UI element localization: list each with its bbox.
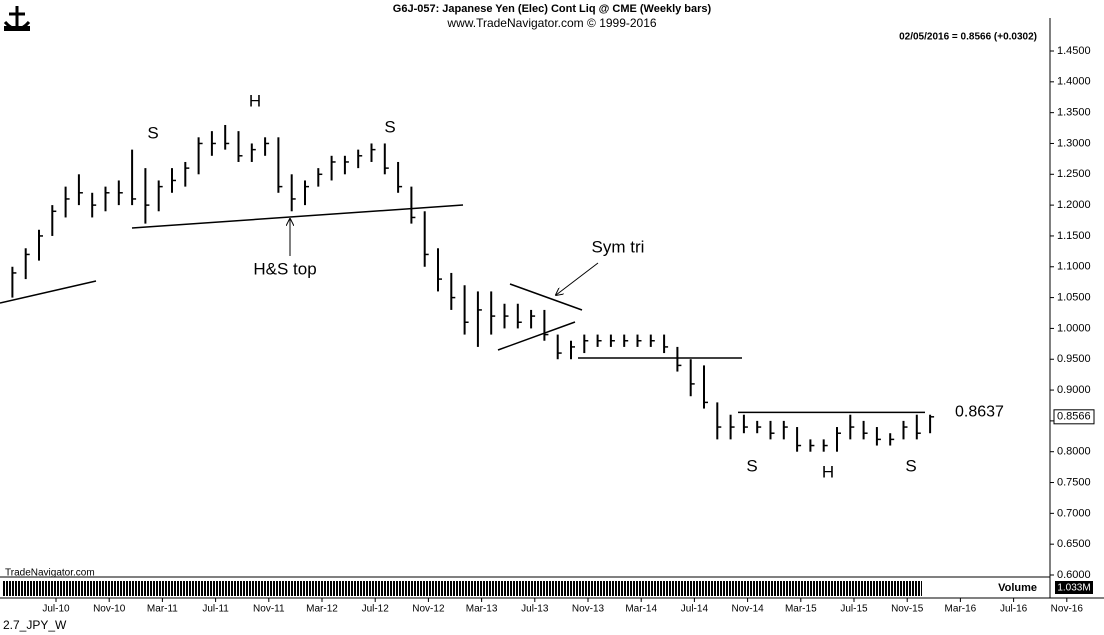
annotation: S	[746, 456, 757, 475]
y-tick-label: 1.3000	[1057, 137, 1091, 149]
x-tick-label: Mar-16	[945, 604, 977, 615]
y-tick-label: 1.0500	[1057, 291, 1091, 303]
annotation: H	[249, 91, 261, 110]
annotation: H&S top	[253, 259, 316, 278]
x-tick-label: Jul-10	[42, 604, 70, 615]
x-tick-label: Jul-14	[681, 604, 709, 615]
y-tick-label: 0.8000	[1057, 446, 1091, 458]
logo	[3, 6, 31, 31]
y-tick-label: 1.2000	[1057, 199, 1091, 211]
volume-label: Volume	[998, 582, 1037, 594]
x-tick-label: Jul-16	[1000, 604, 1028, 615]
y-tick-label: 0.9500	[1057, 353, 1091, 365]
x-tick-label: Jul-13	[521, 604, 549, 615]
y-tick-label: 1.2500	[1057, 168, 1091, 180]
last-price-box	[1053, 409, 1095, 425]
y-tick-label: 1.0000	[1057, 322, 1091, 334]
volume-scale: 1.033M	[1057, 583, 1090, 594]
x-tick-label: Nov-13	[572, 604, 605, 615]
volume-bars	[2, 581, 922, 596]
y-tick-label: 1.1500	[1057, 230, 1091, 242]
x-tick-label: Nov-16	[1051, 604, 1084, 615]
annotation: S	[147, 123, 158, 142]
x-tick-label: Nov-14	[731, 604, 764, 615]
x-tick-label: Jul-11	[202, 604, 229, 615]
resistance-label: 0.8637	[955, 404, 1004, 421]
footer: 2.7_JPY_W	[3, 618, 67, 632]
annotation: H	[822, 462, 834, 481]
annotation: Sym tri	[592, 237, 645, 256]
y-tick-label: 1.1000	[1057, 261, 1091, 273]
x-tick-label: Mar-11	[147, 604, 178, 615]
chart-title: G6J-057: Japanese Yen (Elec) Cont Liq @ …	[393, 3, 712, 15]
x-tick-label: Mar-12	[306, 604, 338, 615]
y-tick-label: 0.6000	[1057, 569, 1091, 581]
x-tick-label: Nov-11	[253, 604, 285, 615]
x-tick-label: Nov-12	[412, 604, 445, 615]
y-tick-label: 0.7000	[1057, 507, 1091, 519]
y-tick-label: 0.9000	[1057, 384, 1091, 396]
annotation: S	[384, 117, 395, 136]
y-tick-label: 1.3500	[1057, 107, 1091, 119]
x-tick-label: Nov-10	[93, 604, 126, 615]
last-price-label: 0.8566	[1057, 411, 1091, 423]
y-tick-label: 0.7500	[1057, 476, 1091, 488]
y-tick-label: 1.4000	[1057, 76, 1091, 88]
watermark: TradeNavigator.com	[5, 568, 95, 579]
y-tick-label: 1.4500	[1057, 45, 1091, 57]
x-tick-label: Jul-12	[362, 604, 390, 615]
y-tick-label: 0.6500	[1057, 538, 1091, 550]
trend-lines	[0, 204, 742, 359]
last-quote: 02/05/2016 = 0.8566 (+0.0302)	[899, 32, 1037, 43]
x-tick-label: Jul-15	[840, 604, 868, 615]
annotation: S	[905, 456, 916, 475]
x-tick-label: Mar-14	[625, 604, 657, 615]
x-tick-label: Nov-15	[891, 604, 924, 615]
x-tick-label: Mar-13	[466, 604, 498, 615]
volume-scale-box	[1055, 581, 1093, 594]
chart-subtitle: www.TradeNavigator.com © 1999-2016	[446, 16, 656, 30]
x-tick-label: Mar-15	[785, 604, 817, 615]
